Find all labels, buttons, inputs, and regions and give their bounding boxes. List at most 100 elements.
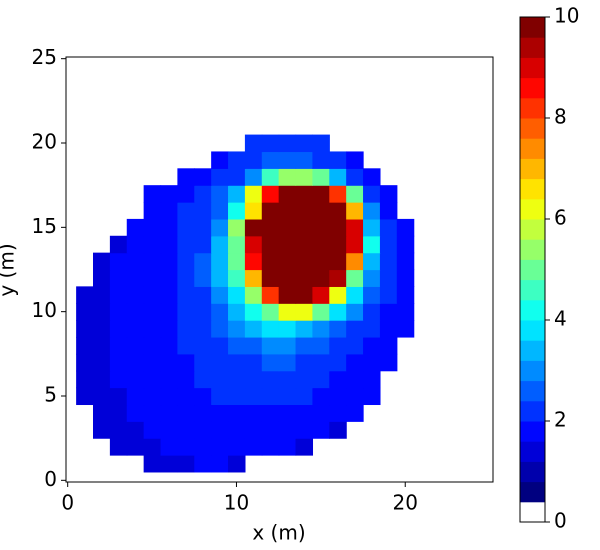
heat-cell <box>211 387 229 406</box>
colorbar-tick-label: 8 <box>554 105 567 129</box>
heat-cell <box>244 438 263 456</box>
heat-cell <box>278 387 297 406</box>
heat-cell <box>126 421 145 439</box>
heat-cell <box>177 235 195 254</box>
heat-cell <box>329 303 347 321</box>
heat-cell <box>295 438 314 456</box>
heat-cell <box>244 168 263 186</box>
colorbar-tick-label: 4 <box>554 307 567 331</box>
heat-cell <box>93 421 111 439</box>
heat-cell <box>126 286 145 304</box>
heat-cell <box>160 404 178 422</box>
heat-cell <box>363 269 381 287</box>
colorbar-tick-label: 6 <box>554 206 567 230</box>
heat-cell <box>177 168 195 186</box>
colorbar-level <box>520 360 545 382</box>
heat-cell <box>312 336 330 355</box>
heat-cell <box>126 336 145 355</box>
heat-cell <box>93 303 111 321</box>
heat-cell <box>93 387 111 406</box>
heat-cell <box>312 286 330 304</box>
colorbar-tick-label: 0 <box>554 509 567 533</box>
heat-cell <box>363 370 381 389</box>
heat-cell <box>329 269 347 287</box>
heat-cell <box>295 336 314 355</box>
heat-cell <box>278 438 297 456</box>
heat-cell <box>93 370 111 389</box>
heat-cell <box>379 269 398 287</box>
heat-cell <box>160 303 178 321</box>
heat-cell <box>261 185 280 203</box>
heat-cell <box>329 320 347 338</box>
heat-cell <box>109 320 128 338</box>
heat-cell <box>160 202 178 220</box>
heat-cell <box>278 336 297 355</box>
heat-cell <box>211 235 229 254</box>
heat-cell <box>379 320 398 338</box>
heat-cell <box>329 185 347 203</box>
heat-cell <box>379 218 398 237</box>
colorbar-level <box>520 97 545 119</box>
heat-cell <box>312 320 330 338</box>
heat-cell <box>312 185 330 203</box>
heat-cell <box>160 320 178 338</box>
heat-cell <box>329 252 347 271</box>
heat-cell <box>194 218 212 237</box>
heat-cell <box>126 438 145 456</box>
heat-cell <box>261 353 280 372</box>
colorbar-level <box>520 441 545 462</box>
heat-cell <box>261 320 280 338</box>
heat-cell <box>143 387 162 406</box>
heat-cell <box>379 286 398 304</box>
heat-cell <box>228 218 246 237</box>
heat-cell <box>363 252 381 271</box>
heat-cell <box>211 438 229 456</box>
y-tick-label: 10 <box>32 298 57 322</box>
heat-cell <box>228 286 246 304</box>
heat-cell <box>329 202 347 220</box>
heat-cell <box>261 370 280 389</box>
heat-cell <box>244 286 263 304</box>
heat-cell <box>329 421 347 439</box>
heat-cell <box>244 202 263 220</box>
heat-cell <box>177 218 195 237</box>
heat-cell <box>93 286 111 304</box>
heat-cell <box>194 202 212 220</box>
heat-cell <box>346 353 364 372</box>
heat-cell <box>295 134 314 153</box>
heat-cell <box>295 185 314 203</box>
colorbar-level <box>520 37 545 58</box>
colorbar-level <box>520 198 545 220</box>
heat-cell <box>109 370 128 389</box>
heat-cell <box>261 404 280 422</box>
heat-cell <box>329 218 347 237</box>
heat-cell <box>295 286 314 304</box>
colorbar-tick-label: 10 <box>554 4 579 28</box>
heat-cell <box>396 218 415 237</box>
heat-cell <box>346 286 364 304</box>
heat-cell <box>211 353 229 372</box>
heat-cell <box>363 185 381 203</box>
heat-cell <box>194 303 212 321</box>
heat-cell <box>228 202 246 220</box>
heat-cell <box>143 303 162 321</box>
heat-cell <box>346 370 364 389</box>
heat-cell <box>211 202 229 220</box>
heat-cell <box>228 438 246 456</box>
colorbar-level <box>520 17 545 38</box>
y-tick-label: 20 <box>32 130 57 154</box>
x-tick-label: 0 <box>61 491 74 515</box>
heat-cell <box>76 303 94 321</box>
heat-cell <box>261 134 280 153</box>
heat-cell <box>143 286 162 304</box>
heat-cell <box>109 286 128 304</box>
heat-cell <box>143 235 162 254</box>
heat-cell <box>261 235 280 254</box>
colorbar-level <box>520 77 545 99</box>
plot-frame <box>65 56 494 483</box>
heat-cell <box>194 438 212 456</box>
heat-cell <box>379 252 398 271</box>
heat-cell <box>211 421 229 439</box>
heat-cell <box>312 421 330 439</box>
heat-cell <box>194 168 212 186</box>
